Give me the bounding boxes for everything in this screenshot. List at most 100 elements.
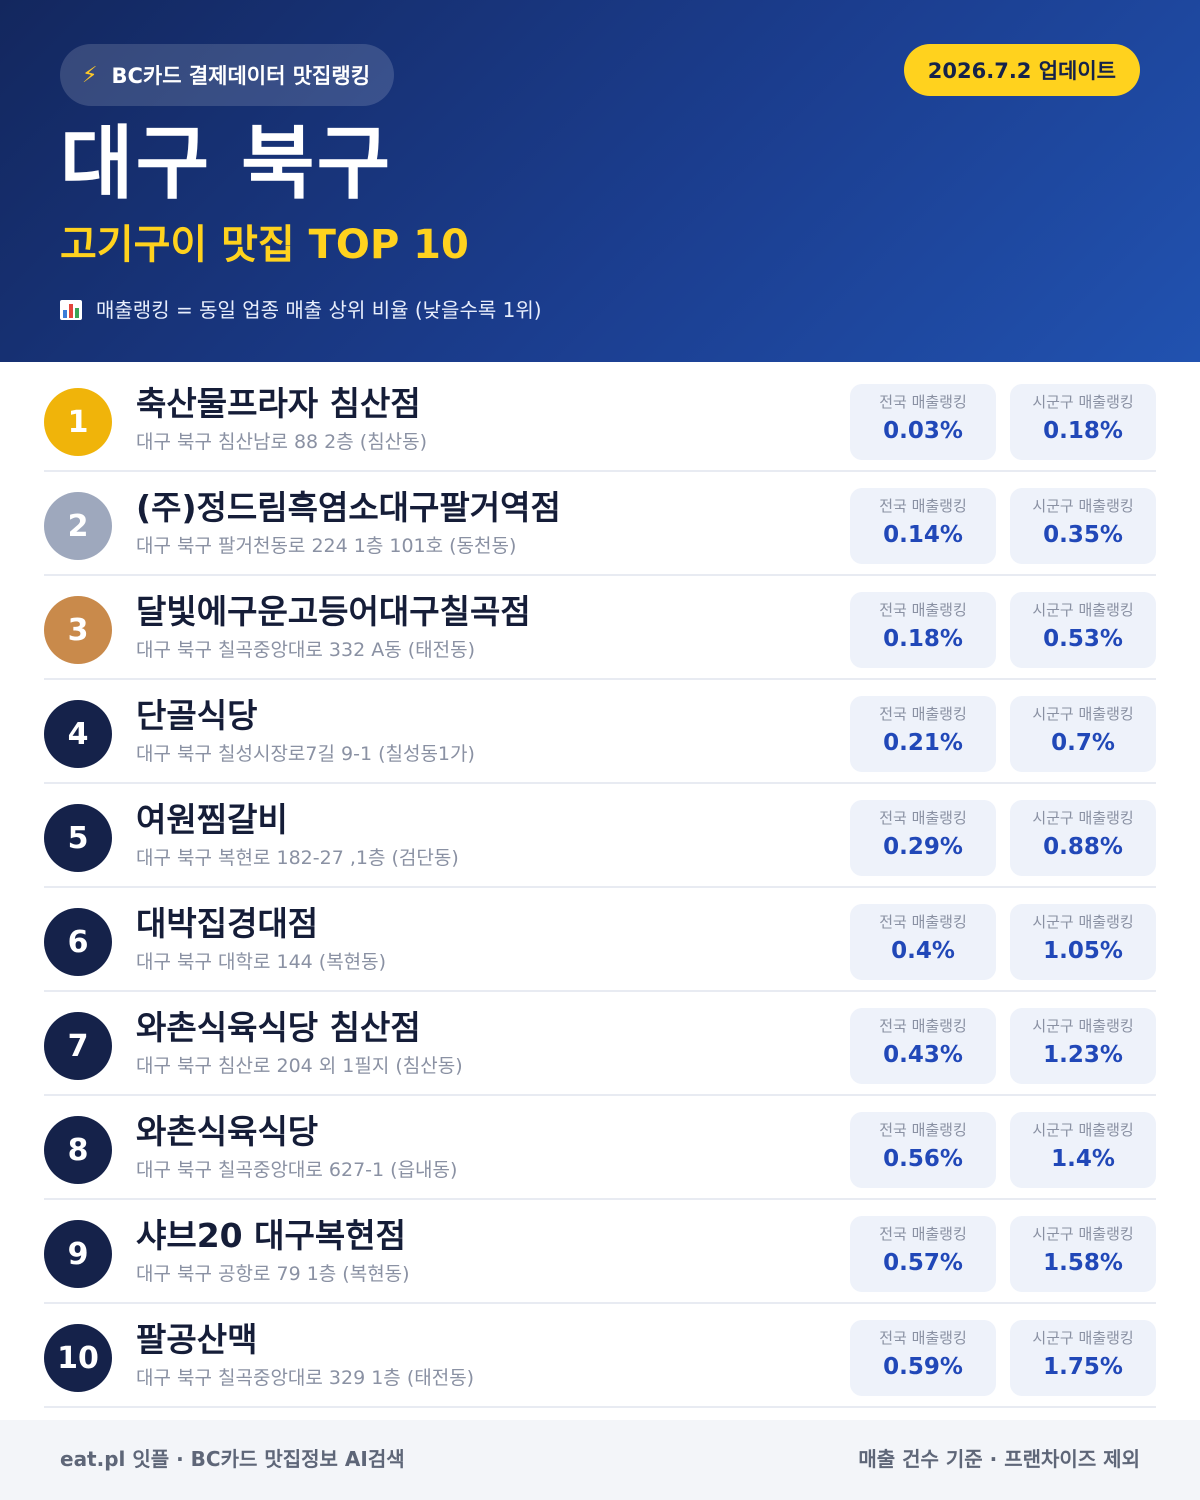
restaurant-address: 대구 북구 침산남로 88 2층 (침산동) [136, 431, 428, 453]
rank-badge: 9 [44, 1220, 112, 1288]
local-ranking-card: 시군구 매출랭킹 0.7% [1010, 696, 1156, 772]
restaurant-address: 대구 북구 복현로 182-27 ,1층 (검단동) [136, 847, 459, 869]
national-ranking-label: 전국 매출랭킹 [879, 705, 967, 723]
rank-badge: 4 [44, 700, 112, 768]
rank-badge: 5 [44, 804, 112, 872]
list-item[interactable]: 2 (주)정드림흑염소대구팔거역점 대구 북구 팔거천동로 224 1층 101호 … [44, 472, 1156, 576]
rank-badge: 8 [44, 1116, 112, 1184]
list-item[interactable]: 10 팔공산맥 대구 북구 칠곡중앙대로 329 1층 (태전동) 전국 매출랭킹 0.… [44, 1304, 1156, 1408]
local-ranking-card: 시군구 매출랭킹 1.75% [1010, 1320, 1156, 1396]
restaurant-address: 대구 북구 칠곡중앙대로 627-1 (읍내동) [136, 1159, 458, 1181]
national-ranking-card: 전국 매출랭킹 0.14% [850, 488, 996, 564]
national-ranking-value: 0.4% [891, 938, 955, 964]
national-ranking-label: 전국 매출랭킹 [879, 601, 967, 619]
local-ranking-label: 시군구 매출랭킹 [1032, 913, 1134, 931]
local-ranking-value: 1.75% [1043, 1354, 1123, 1380]
bar-chart-icon [60, 300, 82, 320]
local-ranking-value: 1.58% [1043, 1250, 1123, 1276]
category-subtitle: 고기구이 맛집 TOP 10 [60, 222, 469, 268]
footer-criteria: 매출 건수 기준 · 프랜차이즈 제외 [858, 1447, 1140, 1471]
local-ranking-card: 시군구 매출랭킹 1.4% [1010, 1112, 1156, 1188]
restaurant-name: 와촌식육식당 [136, 1112, 319, 1151]
local-ranking-value: 1.4% [1051, 1146, 1115, 1172]
restaurant-name: 대박집경대점 [136, 904, 319, 943]
local-ranking-label: 시군구 매출랭킹 [1032, 1329, 1134, 1347]
national-ranking-label: 전국 매출랭킹 [879, 1121, 967, 1139]
local-ranking-value: 0.53% [1043, 626, 1123, 652]
national-ranking-value: 0.29% [883, 834, 963, 860]
ranking-note: 매출랭킹 = 동일 업종 매출 상위 비율 (낮을수록 1위) [60, 296, 542, 324]
local-ranking-label: 시군구 매출랭킹 [1032, 393, 1134, 411]
national-ranking-card: 전국 매출랭킹 0.21% [850, 696, 996, 772]
footer-source: eat.pl 잇플 · BC카드 맛집정보 AI검색 [60, 1447, 405, 1471]
local-ranking-value: 1.05% [1043, 938, 1123, 964]
source-badge-label: BC카드 결제데이터 맛집랭킹 [111, 64, 371, 88]
national-ranking-value: 0.03% [883, 418, 963, 444]
list-item[interactable]: 3 달빛에구운고등어대구칠곡점 대구 북구 칠곡중앙대로 332 A동 (태전동) 전… [44, 576, 1156, 680]
rank-badge: 3 [44, 596, 112, 664]
local-ranking-value: 0.88% [1043, 834, 1123, 860]
restaurant-name: 샤브20 대구복현점 [136, 1216, 406, 1255]
national-ranking-card: 전국 매출랭킹 0.59% [850, 1320, 996, 1396]
national-ranking-card: 전국 매출랭킹 0.18% [850, 592, 996, 668]
footer: eat.pl 잇플 · BC카드 맛집정보 AI검색 매출 건수 기준 · 프랜… [0, 1420, 1200, 1500]
local-ranking-card: 시군구 매출랭킹 0.53% [1010, 592, 1156, 668]
restaurant-name: 여원찜갈비 [136, 800, 288, 839]
lightning-icon: ⚡ [82, 62, 98, 88]
ranking-note-text: 매출랭킹 = 동일 업종 매출 상위 비율 (낮을수록 1위) [96, 298, 542, 322]
local-ranking-card: 시군구 매출랭킹 0.35% [1010, 488, 1156, 564]
national-ranking-value: 0.57% [883, 1250, 963, 1276]
local-ranking-card: 시군구 매출랭킹 0.88% [1010, 800, 1156, 876]
national-ranking-label: 전국 매출랭킹 [879, 809, 967, 827]
local-ranking-value: 1.23% [1043, 1042, 1123, 1068]
local-ranking-card: 시군구 매출랭킹 0.18% [1010, 384, 1156, 460]
local-ranking-label: 시군구 매출랭킹 [1032, 1225, 1134, 1243]
rank-badge: 7 [44, 1012, 112, 1080]
restaurant-name: 와촌식육식당 침산점 [136, 1008, 421, 1047]
list-item[interactable]: 4 단골식당 대구 북구 칠성시장로7길 9-1 (칠성동1가) 전국 매출랭킹 0.2… [44, 680, 1156, 784]
national-ranking-value: 0.18% [883, 626, 963, 652]
restaurant-list: 1 축산물프라자 침산점 대구 북구 침산남로 88 2층 (침산동) 전국 매출랭킹… [44, 368, 1156, 1408]
list-item[interactable]: 1 축산물프라자 침산점 대구 북구 침산남로 88 2층 (침산동) 전국 매출랭킹… [44, 368, 1156, 472]
restaurant-address: 대구 북구 팔거천동로 224 1층 101호 (동천동) [136, 535, 517, 557]
local-ranking-label: 시군구 매출랭킹 [1032, 1017, 1134, 1035]
page-title: 대구 북구 [60, 117, 393, 210]
national-ranking-card: 전국 매출랭킹 0.57% [850, 1216, 996, 1292]
local-ranking-card: 시군구 매출랭킹 1.23% [1010, 1008, 1156, 1084]
national-ranking-value: 0.56% [883, 1146, 963, 1172]
restaurant-address: 대구 북구 대학로 144 (복현동) [136, 951, 387, 973]
restaurant-name: 단골식당 [136, 696, 258, 735]
rank-badge: 6 [44, 908, 112, 976]
list-item[interactable]: 6 대박집경대점 대구 북구 대학로 144 (복현동) 전국 매출랭킹 0.4% 시군구… [44, 888, 1156, 992]
national-ranking-card: 전국 매출랭킹 0.56% [850, 1112, 996, 1188]
local-ranking-label: 시군구 매출랭킹 [1032, 497, 1134, 515]
update-badge: 2026.7.2 업데이트 [903, 44, 1140, 96]
national-ranking-card: 전국 매출랭킹 0.29% [850, 800, 996, 876]
header-banner: ⚡ BC카드 결제데이터 맛집랭킹 2026.7.2 업데이트 대구 북구 고기… [0, 0, 1200, 362]
local-ranking-card: 시군구 매출랭킹 1.58% [1010, 1216, 1156, 1292]
source-badge: ⚡ BC카드 결제데이터 맛집랭킹 [60, 44, 395, 106]
local-ranking-value: 0.18% [1043, 418, 1123, 444]
restaurant-name: 달빛에구운고등어대구칠곡점 [136, 592, 531, 631]
national-ranking-card: 전국 매출랭킹 0.4% [850, 904, 996, 980]
local-ranking-label: 시군구 매출랭킹 [1032, 809, 1134, 827]
national-ranking-value: 0.21% [883, 730, 963, 756]
restaurant-name: 팔공산맥 [136, 1320, 258, 1359]
restaurant-address: 대구 북구 칠곡중앙대로 329 1층 (태전동) [136, 1367, 475, 1389]
list-item[interactable]: 7 와촌식육식당 침산점 대구 북구 침산로 204 외 1필지 (침산동) 전국 매… [44, 992, 1156, 1096]
restaurant-address: 대구 북구 공항로 79 1층 (복현동) [136, 1263, 410, 1285]
national-ranking-value: 0.59% [883, 1354, 963, 1380]
national-ranking-value: 0.14% [883, 522, 963, 548]
local-ranking-card: 시군구 매출랭킹 1.05% [1010, 904, 1156, 980]
national-ranking-label: 전국 매출랭킹 [879, 1225, 967, 1243]
local-ranking-value: 0.7% [1051, 730, 1115, 756]
national-ranking-card: 전국 매출랭킹 0.43% [850, 1008, 996, 1084]
local-ranking-label: 시군구 매출랭킹 [1032, 1121, 1134, 1139]
local-ranking-label: 시군구 매출랭킹 [1032, 705, 1134, 723]
local-ranking-value: 0.35% [1043, 522, 1123, 548]
rank-badge: 1 [44, 388, 112, 456]
local-ranking-label: 시군구 매출랭킹 [1032, 601, 1134, 619]
